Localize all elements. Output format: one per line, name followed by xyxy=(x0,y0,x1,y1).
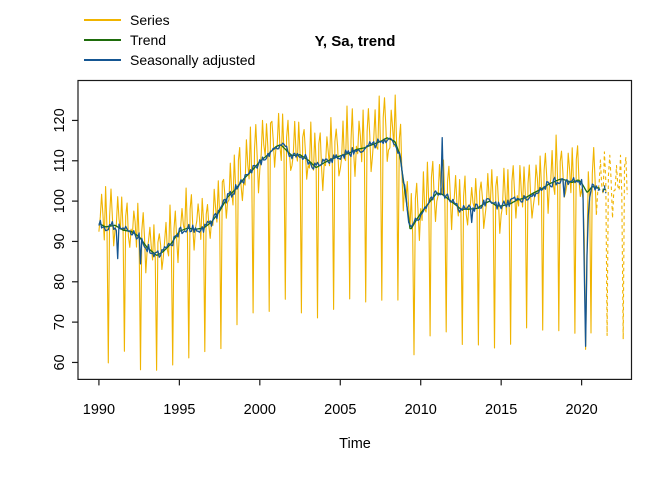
legend-item: Trend xyxy=(84,30,255,50)
legend-item: Series xyxy=(84,10,255,30)
legend-label: Series xyxy=(130,12,170,28)
legend-line-sample xyxy=(84,19,121,21)
x-tick-label: 2010 xyxy=(405,402,437,418)
plot-box xyxy=(77,79,633,380)
x-axis-title: Time xyxy=(339,436,371,452)
y-tick-label: 100 xyxy=(52,189,68,213)
y-tick-label: 60 xyxy=(52,354,68,370)
x-tick-label: 2000 xyxy=(244,402,276,418)
legend-label: Trend xyxy=(130,32,167,48)
sa-line-forecast xyxy=(595,185,607,194)
legend-line-sample xyxy=(84,39,121,41)
y-tick-label: 70 xyxy=(52,314,68,330)
sa-line-observed xyxy=(98,137,598,347)
chart-legend: Series Trend Seasonally adjusted xyxy=(84,10,255,70)
x-tick-label: 2020 xyxy=(565,402,597,418)
y-tick-label: 90 xyxy=(52,233,68,249)
chart-title: Y, Sa, trend xyxy=(314,33,396,50)
y-tick-label: 120 xyxy=(52,108,68,132)
y-tick-label: 110 xyxy=(52,149,68,172)
series-line-forecast xyxy=(595,151,628,340)
x-tick-label: 2005 xyxy=(324,402,356,418)
legend-line-sample xyxy=(84,59,121,61)
x-tick-label: 1995 xyxy=(163,402,195,418)
x-tick-label: 2015 xyxy=(485,402,517,418)
legend-label: Seasonally adjusted xyxy=(130,52,256,68)
x-tick-label: 1990 xyxy=(83,402,115,418)
y-tick-label: 80 xyxy=(52,274,68,290)
series-line-observed xyxy=(98,94,597,371)
legend-item: Seasonally adjusted xyxy=(84,50,255,70)
